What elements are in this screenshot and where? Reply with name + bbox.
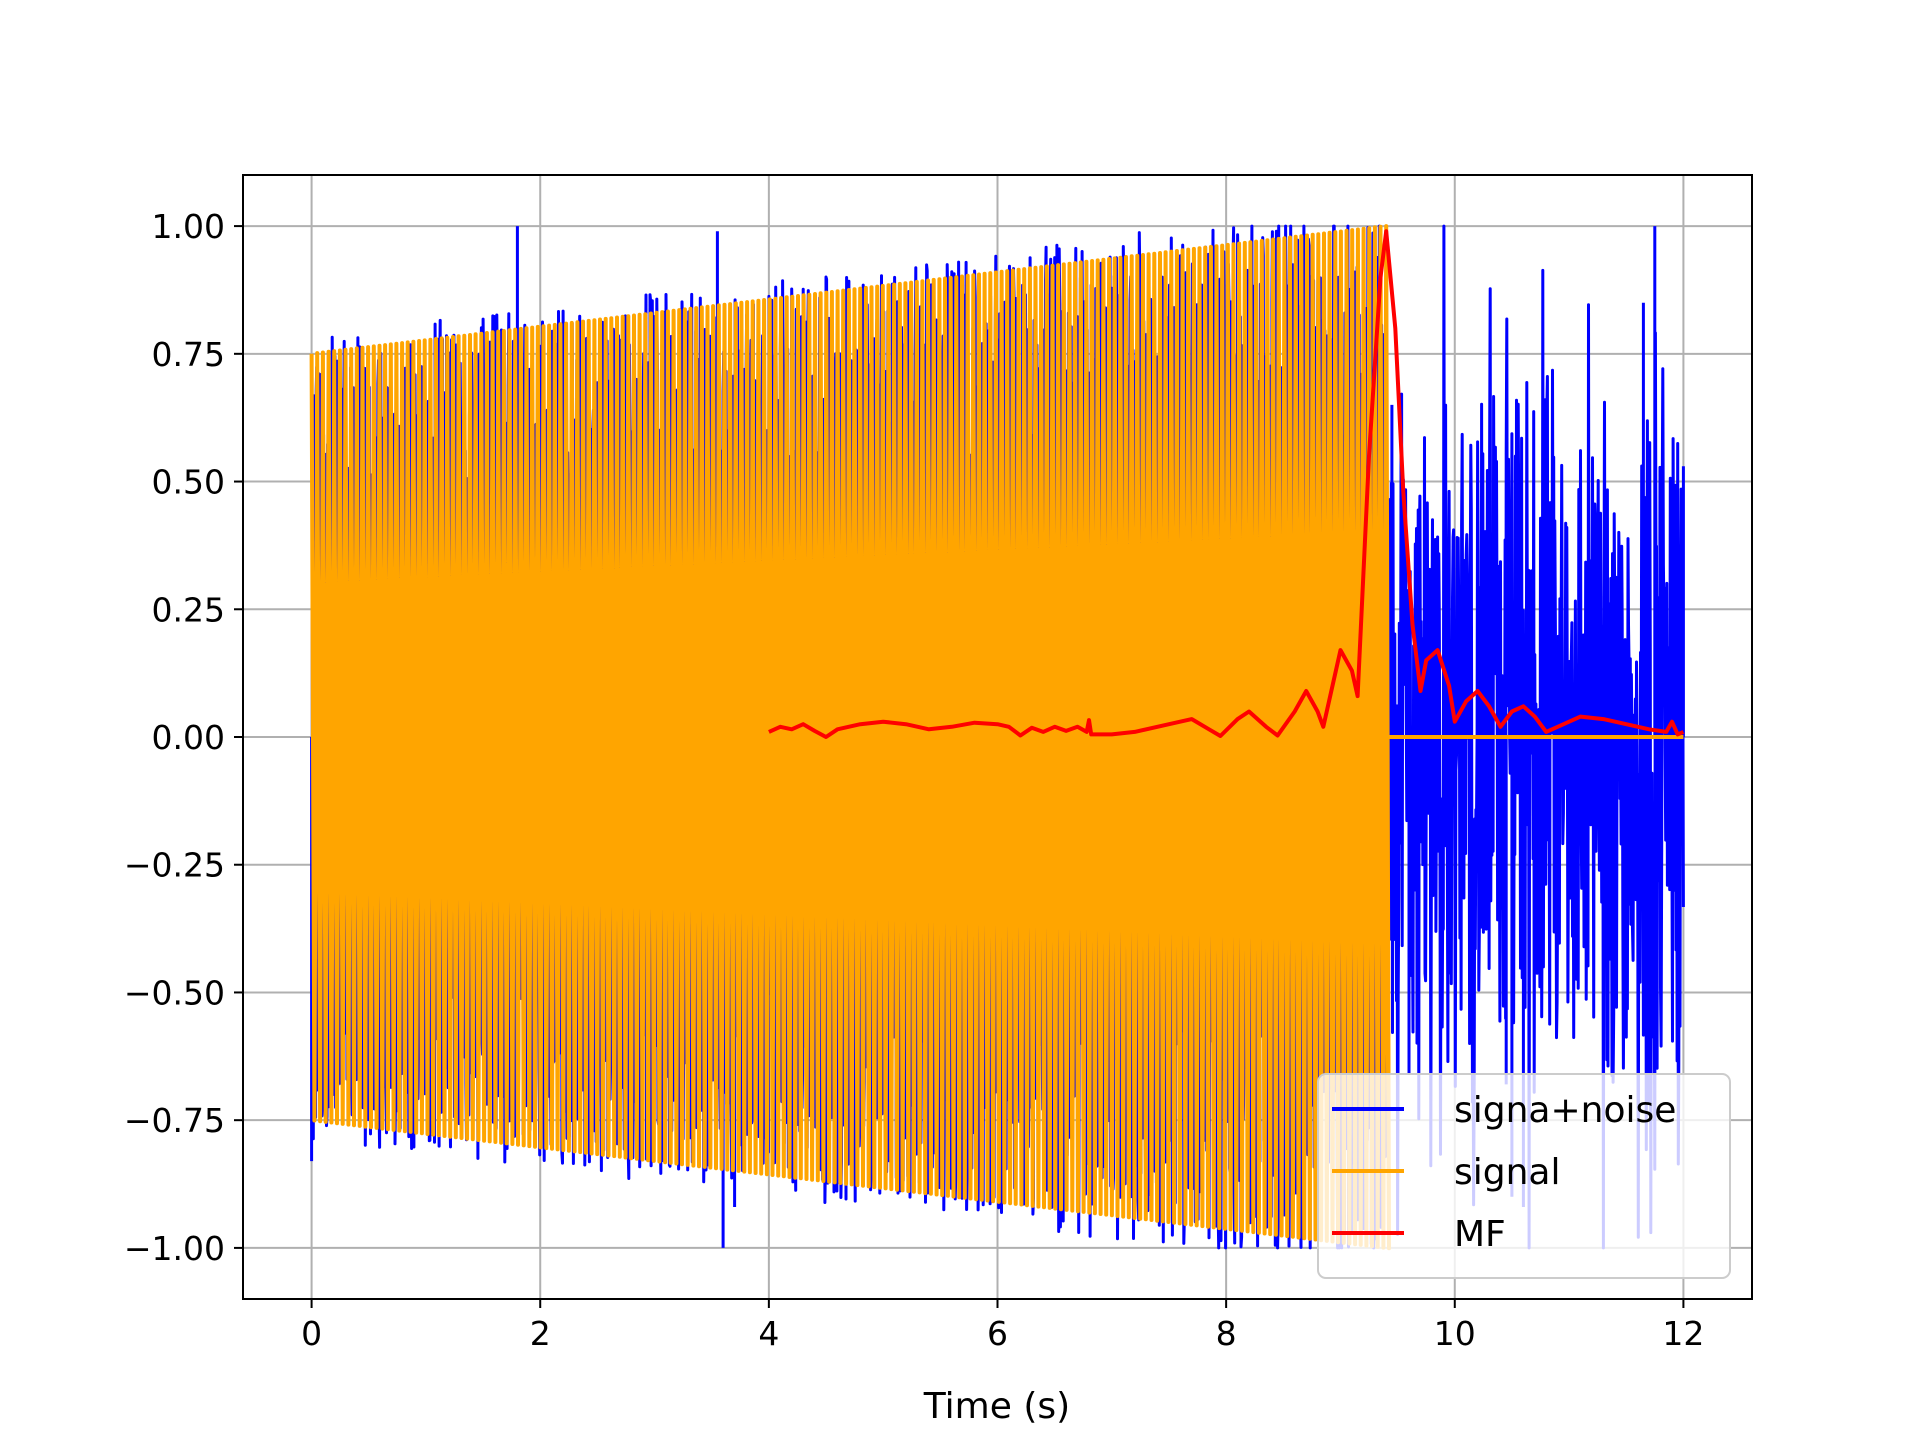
x-tick-label: 12: [1662, 1314, 1704, 1353]
x-tick-label: 6: [987, 1314, 1008, 1353]
y-tick-label: 0.75: [152, 335, 225, 374]
x-tick-label: 2: [530, 1314, 551, 1353]
y-tick-label: 0.25: [152, 590, 225, 629]
y-tick-label: −0.75: [124, 1101, 225, 1140]
axis-ticks: 0 2 4 6 8 10 12 1.00 0.75 0.50 0.25 0.00 −0.25 −0.50 −…: [124, 207, 1705, 1353]
legend-label-signa-noise: signa+noise: [1454, 1090, 1676, 1131]
x-tick-label: 4: [758, 1314, 779, 1353]
y-tick-label: −0.50: [124, 973, 225, 1012]
series-signal: [309, 224, 1684, 1251]
x-axis-label: Time (s): [923, 1386, 1070, 1427]
x-tick-label: 10: [1434, 1314, 1476, 1353]
y-tick-label: −1.00: [124, 1229, 225, 1268]
plot-area: [309, 224, 1685, 1251]
legend: signa+noise signal MF: [1317, 1073, 1731, 1279]
legend-label-mf: MF: [1454, 1214, 1506, 1255]
y-tick-label: −0.25: [124, 846, 225, 885]
y-tick-label: 0.50: [152, 463, 225, 502]
y-tick-label: 1.00: [152, 207, 225, 246]
series-mf: [768, 229, 1685, 739]
legend-label-signal: signal: [1454, 1152, 1561, 1193]
legend-box: [1317, 1073, 1731, 1279]
x-tick-label: 8: [1216, 1314, 1237, 1353]
x-tick-label: 0: [301, 1314, 322, 1353]
y-tick-label: 0.00: [152, 718, 225, 757]
